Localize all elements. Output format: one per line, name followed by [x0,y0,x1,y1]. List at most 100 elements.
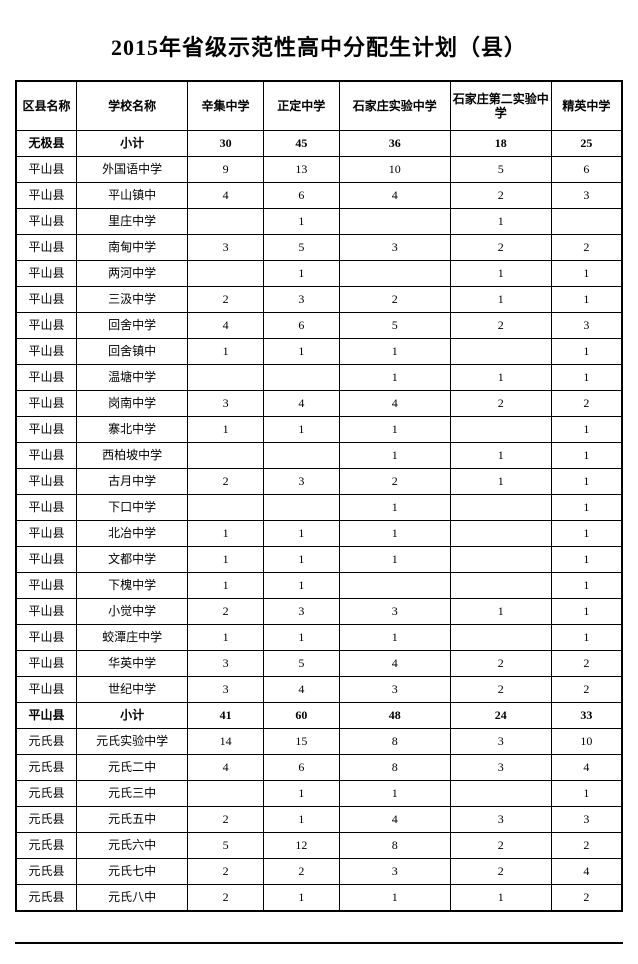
table-cell: 1 [263,573,339,599]
table-cell: 5 [339,313,450,339]
table-cell: 3 [551,807,622,833]
table-row: 平山县西柏坡中学111 [16,443,622,469]
table-cell: 3 [263,287,339,313]
table-row: 平山县小计4160482433 [16,703,622,729]
table-cell: 三汲中学 [77,287,188,313]
table-cell: 3 [551,183,622,209]
table-cell: 两河中学 [77,261,188,287]
table-row: 元氏县元氏八中21112 [16,885,622,912]
table-row: 平山县回舍镇中1111 [16,339,622,365]
table-cell [263,495,339,521]
table-cell [188,365,264,391]
table-row: 元氏县元氏实验中学14158310 [16,729,622,755]
table-cell [188,261,264,287]
table-cell: 6 [551,157,622,183]
table-cell: 5 [188,833,264,859]
table-cell: 1 [551,547,622,573]
table-cell: 1 [188,547,264,573]
table-cell [339,209,450,235]
table-row: 平山县岗南中学34422 [16,391,622,417]
table-cell: 2 [339,469,450,495]
table-cell: 1 [551,443,622,469]
table-cell: 1 [551,495,622,521]
table-cell: 平山县 [16,443,77,469]
table-cell: 元氏七中 [77,859,188,885]
table-cell: 世纪中学 [77,677,188,703]
table-cell: 1 [188,521,264,547]
table-cell: 1 [551,287,622,313]
table-cell: 平山县 [16,339,77,365]
table-cell: 4 [188,183,264,209]
table-cell: 1 [263,781,339,807]
table-cell: 1 [450,287,551,313]
table-cell: 蛟潭庄中学 [77,625,188,651]
table-cell: 1 [339,625,450,651]
table-cell: 元氏六中 [77,833,188,859]
table-cell: 3 [450,807,551,833]
table-cell: 2 [188,885,264,912]
table-cell: 1 [450,469,551,495]
table-cell: 南甸中学 [77,235,188,261]
table-cell: 25 [551,131,622,157]
table-cell: 1 [188,417,264,443]
table-cell: 平山县 [16,417,77,443]
table-cell: 8 [339,833,450,859]
table-cell: 2 [450,183,551,209]
table-cell: 1 [339,365,450,391]
table-cell: 里庄中学 [77,209,188,235]
table-row: 元氏县元氏七中22324 [16,859,622,885]
table-cell: 元氏八中 [77,885,188,912]
table-cell: 2 [188,807,264,833]
table-cell [188,443,264,469]
table-cell: 2 [188,859,264,885]
table-cell: 2 [450,235,551,261]
footer-divider [15,942,623,944]
table-cell: 平山县 [16,547,77,573]
table-cell: 1 [551,573,622,599]
table-cell [450,625,551,651]
table-row: 平山县世纪中学34322 [16,677,622,703]
table-cell: 平山镇中 [77,183,188,209]
table-row: 平山县北冶中学1111 [16,521,622,547]
table-row: 平山县里庄中学11 [16,209,622,235]
table-cell: 2 [450,677,551,703]
table-cell [263,443,339,469]
table-cell: 2 [450,651,551,677]
table-cell: 平山县 [16,261,77,287]
table-cell: 元氏县 [16,781,77,807]
table-row: 平山县小觉中学23311 [16,599,622,625]
table-cell: 1 [450,365,551,391]
table-cell: 4 [263,677,339,703]
table-cell: 温塘中学 [77,365,188,391]
table-row: 平山县回舍中学46523 [16,313,622,339]
table-cell [450,573,551,599]
table-cell: 文都中学 [77,547,188,573]
col-header: 区县名称 [16,81,77,131]
table-cell: 1 [450,209,551,235]
table-cell: 北冶中学 [77,521,188,547]
table-cell: 8 [339,729,450,755]
table-cell: 2 [551,651,622,677]
table-cell [339,573,450,599]
table-cell: 4 [263,391,339,417]
table-cell [339,261,450,287]
table-row: 平山县三汲中学23211 [16,287,622,313]
table-cell: 回舍中学 [77,313,188,339]
table-cell: 2 [450,859,551,885]
table-cell: 2 [551,885,622,912]
table-cell: 1 [263,261,339,287]
table-cell: 1 [551,261,622,287]
table-cell: 1 [551,365,622,391]
table-cell: 10 [551,729,622,755]
table-cell: 3 [263,599,339,625]
table-row: 元氏县元氏二中46834 [16,755,622,781]
table-cell: 1 [551,599,622,625]
table-cell: 1 [339,781,450,807]
table-cell: 平山县 [16,573,77,599]
table-cell: 1 [339,521,450,547]
table-cell: 1 [263,521,339,547]
table-header-row: 区县名称 学校名称 辛集中学 正定中学 石家庄实验中学 石家庄第二实验中学 精英… [16,81,622,131]
table-row: 平山县外国语中学9131056 [16,157,622,183]
table-cell: 8 [339,755,450,781]
table-cell: 15 [263,729,339,755]
